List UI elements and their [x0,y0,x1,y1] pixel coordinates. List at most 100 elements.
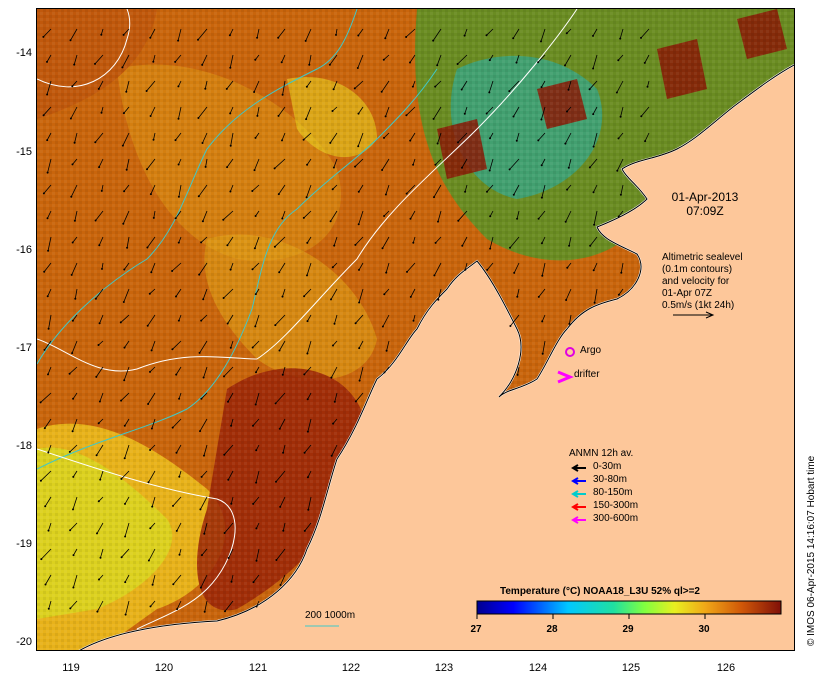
velocity-arrow-head [123,346,126,349]
velocity-arrow-head [357,145,360,148]
velocity-arrow-head [279,505,282,508]
velocity-arrow-head [201,142,204,144]
velocity-arrow-head [541,274,544,277]
velocity-arrow-head [43,270,46,273]
colorbar-tick: 27 [470,624,482,635]
velocity-arrow-head [381,169,384,171]
velocity-arrow [303,288,312,297]
lon-label: 125 [621,662,641,674]
velocity-arrow-head [150,349,153,352]
velocity-arrow [252,184,260,192]
velocity-arrow-head [70,273,73,276]
velocity-arrow [200,236,208,243]
velocity-arrow [203,366,208,378]
velocity-arrow-head [69,117,72,120]
velocity-arrow-head [305,118,308,121]
velocity-arrow [275,392,286,404]
velocity-arrow-head [47,327,50,330]
velocity-arrow [616,80,624,93]
velocity-arrow-head [588,88,591,91]
velocity-arrow [593,184,598,193]
colorbar-tick: 29 [622,624,634,635]
velocity-arrow [174,54,182,63]
velocity-arrow [178,158,182,165]
velocity-arrow [257,106,260,116]
velocity-arrow [70,600,78,609]
velocity-arrow [512,28,520,39]
velocity-arrow-head [94,141,97,144]
drifter-marker [557,370,574,384]
velocity-arrow-head [332,422,335,425]
velocity-arrow-head [274,324,277,327]
velocity-arrow [254,314,260,327]
velocity-arrow [255,366,260,373]
velocity-arrow-head [172,504,174,507]
velocity-arrow-head [202,376,205,379]
velocity-arrow [73,574,78,588]
velocity-arrow-head [226,322,229,325]
velocity-arrow-head [71,163,74,166]
velocity-arrow-head [354,243,357,246]
velocity-arrow [541,262,546,276]
velocity-arrow-head [47,249,50,252]
velocity-arrow-head [357,112,360,115]
velocity-arrow [619,28,624,39]
sst-map[interactable] [36,8,795,651]
velocity-arrow-head [592,34,594,37]
velocity-arrow [40,392,52,403]
velocity-arrow-head [122,112,125,115]
velocity-arrow-head [123,190,126,193]
velocity-arrow-head [329,220,332,223]
velocity-arrow-head [537,61,540,64]
velocity-arrow-head [120,477,123,480]
velocity-arrow-head [71,85,74,88]
velocity-arrow [464,28,468,36]
drifter-label: drifter [574,369,600,380]
velocity-arrow [354,80,364,89]
velocity-arrow [333,80,338,90]
velocity-arrow-head [409,217,412,220]
velocity-arrow [223,210,234,220]
anmn-item-label: 300-600m [593,513,639,524]
velocity-arrow [146,80,156,92]
velocity-arrow [149,288,156,294]
velocity-arrow [516,288,520,297]
velocity-arrow-head [198,273,201,276]
velocity-arrow-head [254,325,257,328]
velocity-arrow [47,236,52,251]
lat-label: -15 [16,146,32,158]
velocity-arrow [175,288,182,297]
map-canvas[interactable] [37,9,795,651]
velocity-arrow-head [119,321,122,324]
velocity-arrow [72,418,78,432]
velocity-arrow [593,262,598,271]
velocity-arrow [202,132,208,144]
velocity-arrow-head [356,67,359,69]
velocity-arrow-head [255,371,257,374]
velocity-arrow-head [94,297,97,300]
velocity-arrow [99,392,104,402]
velocity-arrow-head [198,351,201,354]
velocity-arrow [126,158,130,170]
velocity-arrow [306,262,312,276]
velocity-arrow [277,28,286,38]
velocity-arrow-head [434,85,437,88]
velocity-arrow [97,600,104,612]
velocity-arrow-head [331,188,334,191]
velocity-arrow [278,262,286,273]
velocity-arrow [46,132,52,141]
lat-label: -18 [16,440,32,452]
velocity-arrow-head [229,112,232,115]
velocity-arrow-head [461,166,463,169]
velocity-arrow-head [229,66,232,69]
velocity-arrow [278,106,286,117]
velocity-arrow [72,158,78,165]
velocity-arrow [44,340,52,351]
velocity-arrow-head [253,91,256,93]
velocity-arrow-head [204,165,207,168]
velocity-arrow-head [381,247,384,250]
velocity-arrow [256,600,260,607]
velocity-arrow [204,80,208,89]
velocity-arrow [146,158,156,170]
velocity-arrow-head [281,139,283,142]
